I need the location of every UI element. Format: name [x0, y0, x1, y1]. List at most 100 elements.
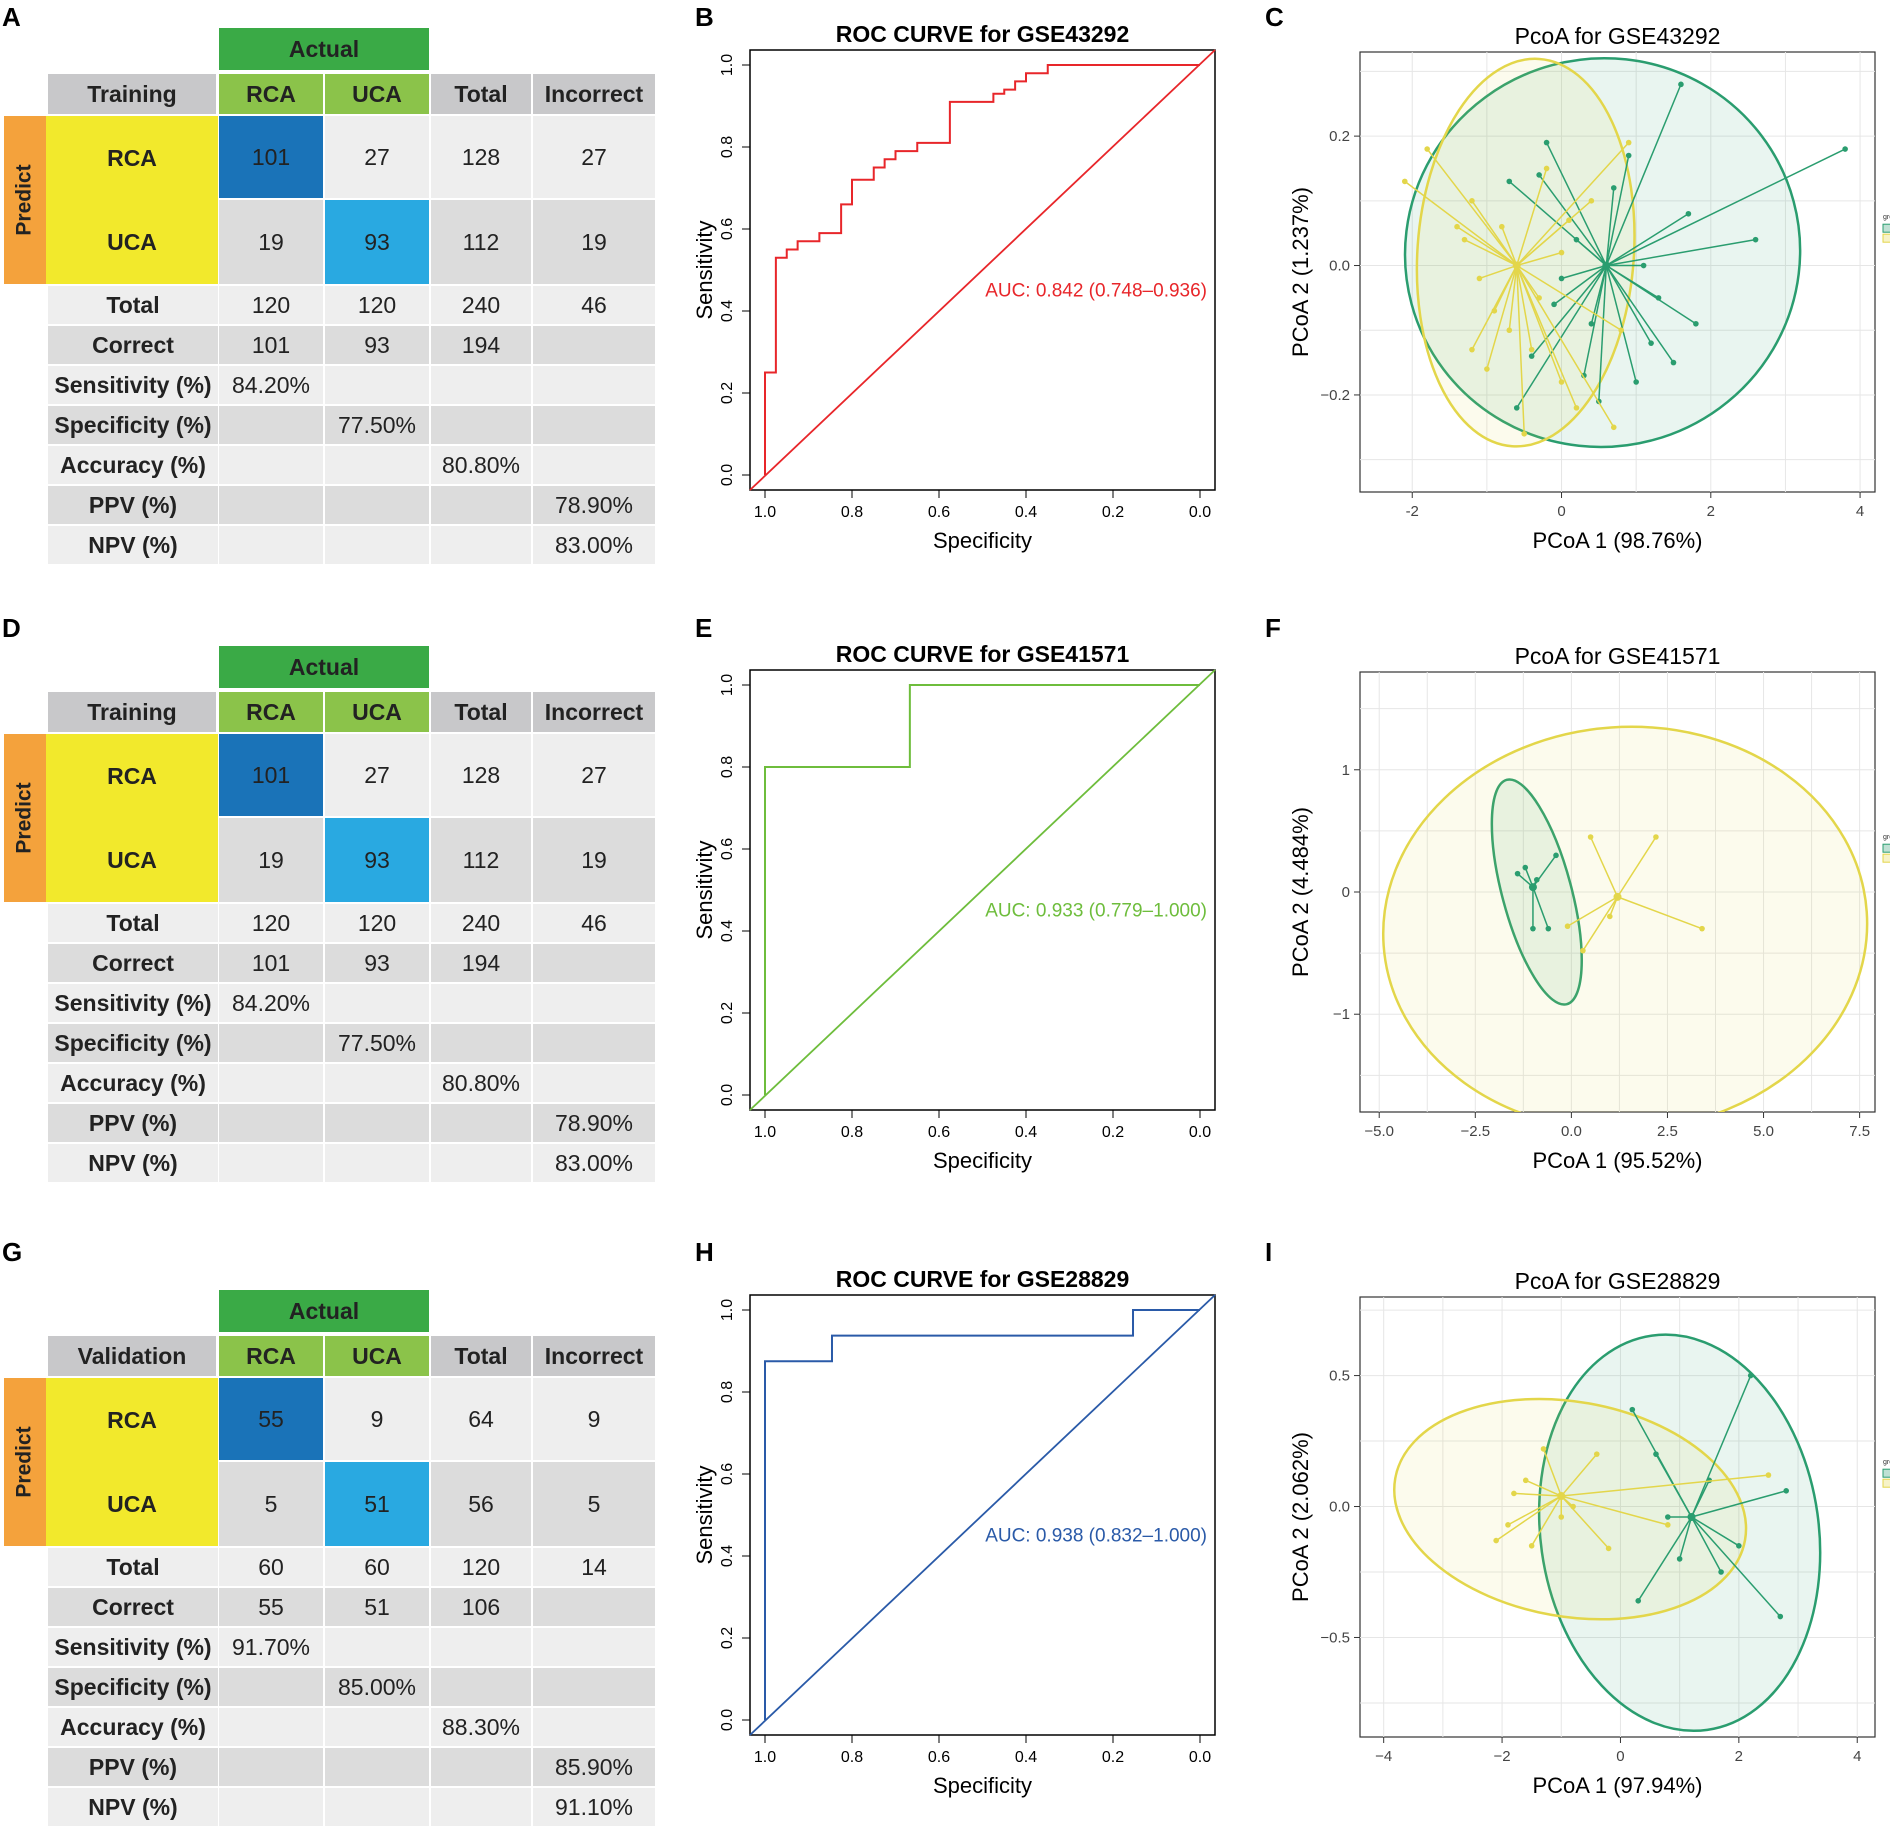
legend-swatch [1882, 843, 1890, 853]
panel-letter-h: H [695, 1237, 714, 1267]
x-tick-label: 0.2 [1102, 1124, 1124, 1141]
ppv-value: 78.90% [533, 1104, 655, 1142]
data-point [1685, 210, 1692, 217]
specificity-value: 77.50% [325, 406, 429, 444]
spider-line [1582, 896, 1619, 952]
plot-content [1381, 725, 1869, 1112]
spider-line [1426, 148, 1518, 266]
x-tick-label: 0.6 [928, 1124, 950, 1141]
data-point [1558, 379, 1565, 385]
data-point [1607, 913, 1613, 920]
spider-line [1545, 142, 1607, 266]
empty-cell [533, 446, 655, 484]
predict-label: Predict [4, 734, 46, 902]
group-centroid [1512, 261, 1521, 270]
data-point [1665, 1522, 1671, 1528]
row-label-ppv: PPV (%) [48, 1104, 218, 1142]
group-centroid [1528, 883, 1537, 892]
y-tick-label: 0.4 [719, 300, 736, 322]
data-point [1511, 1490, 1517, 1497]
data-point [1640, 262, 1647, 269]
cell-rca-incorrect: 9 [533, 1378, 655, 1460]
spider-line [1516, 219, 1570, 267]
legend-swatch [1882, 223, 1890, 233]
y-tick-label: 0.0 [719, 1709, 736, 1731]
spider-line [1690, 1375, 1752, 1518]
spider-line [1501, 226, 1518, 266]
y-tick-label: 0 [1342, 884, 1350, 901]
data-point [1543, 139, 1550, 146]
empty-cell [325, 366, 429, 404]
data-point [1618, 327, 1625, 334]
col-header-incorrect: Incorrect [533, 1336, 655, 1376]
cell-rca-incorrect: 27 [533, 116, 655, 198]
plot-content [1401, 56, 1848, 449]
legend-swatch [1882, 1468, 1890, 1478]
empty-cell [219, 1104, 323, 1142]
x-tick-label: 5.0 [1753, 1123, 1774, 1140]
cell-rca-total: 64 [431, 1378, 531, 1460]
row-label-correct: Correct [48, 1588, 218, 1626]
panel-letter-g: G [2, 1237, 23, 1267]
spider-line [1605, 265, 1652, 344]
row-label-uca: UCA [107, 228, 157, 255]
cell-rca-rca: 55 [219, 1378, 323, 1460]
spider-line [1515, 265, 1525, 434]
data-point [1476, 275, 1483, 282]
panel-letter-b: B [695, 2, 714, 32]
x-tick-label: 2 [1735, 1748, 1743, 1765]
x-tick-label: 0.4 [1015, 1124, 1037, 1141]
spider-line [1508, 180, 1607, 267]
data-point [1653, 1451, 1659, 1457]
cell-rca-rca: 101 [219, 116, 323, 198]
y-tick-label: 0.8 [719, 1381, 736, 1403]
empty-cell [431, 1104, 531, 1142]
col-header-uca: UCA [325, 74, 429, 114]
y-tick-label: 0.6 [719, 1463, 736, 1485]
empty-cell [325, 1708, 429, 1746]
group-centroid [1687, 1513, 1696, 1521]
auc-label: AUC: 0.938 (0.832–1.000) [985, 1525, 1207, 1546]
x-tick-label: 0.0 [1189, 504, 1211, 521]
pcoa-chart-gse43292: PcoA for GSE43292 -2 0 2 4 −0.2 0.0 0.2 PCoA 1 (… [1288, 23, 1890, 553]
spider-line [1516, 142, 1630, 267]
y-tick-label: 0.2 [1329, 128, 1350, 145]
total-incorrect: 14 [533, 1548, 655, 1586]
data-point [1533, 876, 1540, 883]
empty-cell [533, 1064, 655, 1102]
empty-cell [219, 1708, 323, 1746]
col-header-incorrect: Incorrect [533, 74, 655, 114]
data-point [1553, 852, 1559, 859]
data-point [1588, 320, 1595, 327]
data-point [1506, 178, 1513, 185]
total-incorrect: 46 [533, 904, 655, 942]
x-tick-label: 0.2 [1102, 1749, 1124, 1766]
data-point [1564, 923, 1571, 930]
y-axis-label: PCoA 2 (1.237%) [1288, 187, 1313, 357]
spider-line [1605, 265, 1637, 383]
spider-line [1404, 180, 1518, 267]
legend-swatch [1882, 1478, 1890, 1488]
empty-cell [533, 1668, 655, 1706]
reference-diagonal [749, 669, 1216, 1111]
row-label-correct: Correct [48, 944, 218, 982]
row-label-specificity: Specificity (%) [48, 406, 218, 444]
total-uca: 120 [325, 286, 429, 324]
data-point [1536, 295, 1542, 301]
x-tick-label: 0.4 [1015, 504, 1037, 521]
correct-total: 106 [431, 1588, 531, 1626]
spider-line [1538, 174, 1607, 266]
col-header-total: Total [431, 692, 531, 732]
x-axis-label: Specificity [933, 1148, 1032, 1173]
row-label-npv: NPV (%) [48, 1788, 218, 1826]
correct-total: 194 [431, 326, 531, 364]
x-tick-label: 4 [1853, 1748, 1861, 1765]
total-total: 240 [431, 904, 531, 942]
empty-cell [533, 1708, 655, 1746]
data-point [1469, 198, 1475, 204]
data-point [1566, 217, 1572, 224]
total-incorrect: 46 [533, 286, 655, 324]
cell-rca-incorrect: 27 [533, 734, 655, 816]
data-point [1593, 1451, 1600, 1457]
roc-chart-gse28829: ROC CURVE for GSE28829 1.0 0.8 0.6 0.4 0.2 0.0… [692, 1266, 1216, 1798]
